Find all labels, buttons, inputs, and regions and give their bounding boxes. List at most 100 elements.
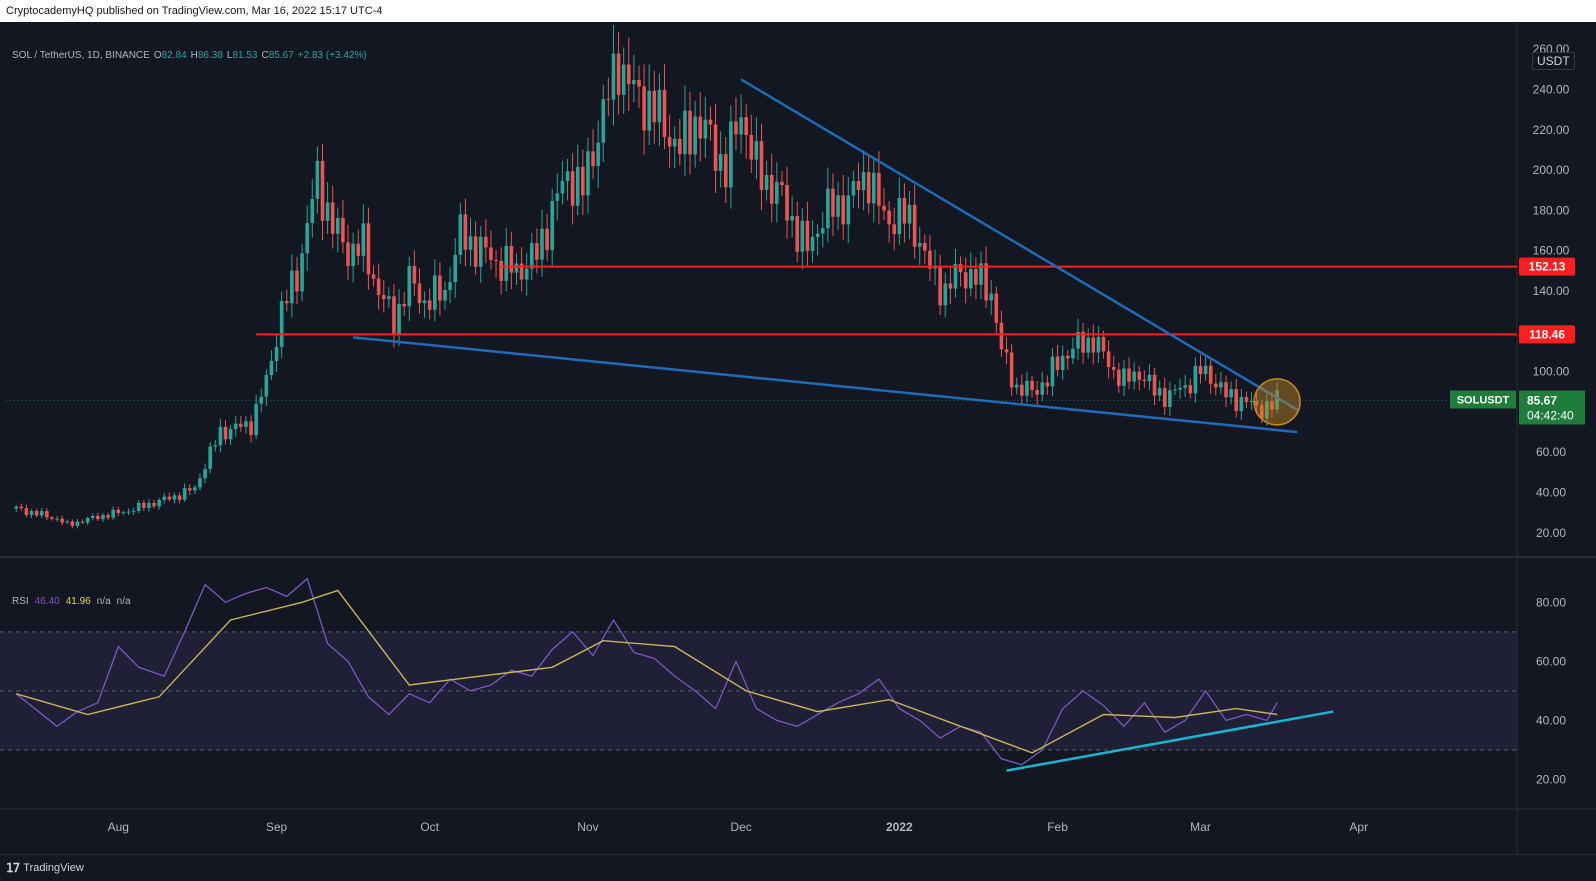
candle-body bbox=[1030, 380, 1034, 390]
candle-body bbox=[1096, 337, 1101, 353]
candle-body bbox=[749, 134, 754, 160]
candle-body bbox=[851, 181, 856, 196]
price-tick-label: 240.00 bbox=[1533, 82, 1570, 96]
candle-body bbox=[152, 502, 156, 507]
candle-body bbox=[989, 293, 994, 301]
candle-body bbox=[1219, 382, 1223, 388]
candle-body bbox=[780, 181, 784, 186]
candle-body bbox=[402, 303, 406, 307]
candle-body bbox=[887, 210, 891, 225]
candle-body bbox=[14, 506, 19, 509]
currency-button[interactable]: USDT bbox=[1532, 52, 1575, 70]
candle-body bbox=[729, 121, 733, 188]
candle-body bbox=[540, 228, 544, 260]
symbol-legend[interactable]: SOL / TetherUS, 1D, BINANCE O82.84 H86.3… bbox=[12, 50, 367, 61]
rsi-legend[interactable]: RSI 46.40 41.96 n/a n/a bbox=[12, 596, 131, 607]
candle-body bbox=[336, 217, 340, 234]
candle-body bbox=[912, 204, 917, 247]
candle-body bbox=[529, 243, 534, 269]
candle-body bbox=[836, 195, 840, 217]
candle-body bbox=[407, 266, 412, 307]
candle-body bbox=[19, 506, 24, 509]
candle-body bbox=[310, 198, 315, 224]
candle-body bbox=[213, 445, 218, 447]
candle-body bbox=[1111, 366, 1116, 370]
candle-body bbox=[831, 188, 835, 217]
candle-body bbox=[1065, 355, 1070, 359]
candle-body bbox=[535, 243, 539, 260]
time-tick-label: Feb bbox=[1047, 820, 1068, 834]
price-pane[interactable] bbox=[0, 22, 1517, 556]
candle-body bbox=[1132, 371, 1136, 382]
tradingview-logo-icon: 𝟣𝟩 bbox=[6, 861, 20, 875]
candle-body bbox=[764, 174, 769, 190]
candle-body bbox=[489, 247, 493, 260]
price-tick-label: 100.00 bbox=[1533, 365, 1570, 379]
candle-body bbox=[203, 469, 207, 479]
candle-body bbox=[1270, 401, 1274, 410]
candle-body bbox=[438, 275, 442, 301]
candle-body bbox=[856, 181, 861, 191]
candle-body bbox=[637, 80, 641, 87]
candle-body bbox=[984, 263, 988, 301]
candle-body bbox=[60, 518, 64, 523]
candle-body bbox=[29, 511, 34, 515]
candle-body bbox=[346, 242, 350, 266]
trendline bbox=[740, 78, 1299, 411]
chart-frame[interactable]: 20.0040.0060.0080.00100.00120.00140.0016… bbox=[0, 22, 1596, 854]
candle-body bbox=[1055, 356, 1060, 370]
candle-body bbox=[892, 224, 897, 235]
rsi-pane[interactable] bbox=[0, 558, 1517, 808]
tradingview-logo[interactable]: 𝟣𝟩 TradingView bbox=[6, 861, 84, 875]
candle-body bbox=[1249, 401, 1254, 403]
candle-body bbox=[381, 294, 386, 300]
low-label: L bbox=[226, 50, 233, 61]
candle-body bbox=[826, 188, 830, 229]
candle-body bbox=[550, 200, 555, 251]
candle-body bbox=[55, 518, 59, 520]
level-tag-label: 152.13 bbox=[1529, 260, 1566, 274]
candle-body bbox=[902, 197, 907, 224]
candle-body bbox=[1183, 385, 1187, 388]
price-tick-label: 220.00 bbox=[1533, 123, 1570, 137]
candle-body bbox=[1147, 374, 1152, 382]
candle-body bbox=[1091, 337, 1096, 353]
candle-body bbox=[897, 197, 902, 235]
time-tick-label: Oct bbox=[420, 820, 439, 834]
candles-group bbox=[14, 25, 1279, 529]
price-tick-label: 160.00 bbox=[1533, 244, 1570, 258]
candle-body bbox=[519, 263, 524, 280]
candle-body bbox=[596, 142, 600, 167]
candle-body bbox=[575, 166, 580, 206]
candle-body bbox=[820, 228, 825, 234]
candle-body bbox=[943, 283, 948, 306]
candle-body bbox=[1004, 349, 1009, 353]
candle-body bbox=[239, 423, 243, 427]
candle-body bbox=[366, 223, 371, 275]
chart-canvas[interactable]: 20.0040.0060.0080.00100.00120.00140.0016… bbox=[0, 22, 1596, 854]
candle-body bbox=[172, 495, 177, 500]
candle-body bbox=[34, 511, 39, 516]
candle-body bbox=[769, 174, 774, 204]
trendline bbox=[352, 336, 1298, 434]
candle-body bbox=[162, 496, 167, 500]
candle-body bbox=[979, 263, 983, 285]
candle-body bbox=[90, 515, 95, 518]
publish-header: CryptocademyHQ published on TradingView.… bbox=[0, 0, 1596, 22]
rsi-na-1: n/a bbox=[96, 596, 111, 607]
price-tick-label: 40.00 bbox=[1536, 486, 1566, 500]
candle-body bbox=[672, 138, 677, 147]
candle-body bbox=[545, 228, 549, 251]
candle-body bbox=[208, 446, 212, 470]
candle-body bbox=[647, 90, 651, 131]
candle-body bbox=[1239, 396, 1244, 411]
candle-body bbox=[1265, 401, 1269, 419]
candle-body bbox=[739, 117, 743, 135]
symbol-name: SOL / TetherUS, 1D, BINANCE bbox=[12, 50, 150, 61]
price-axis: 20.0040.0060.0080.00100.00120.00140.0016… bbox=[1533, 42, 1570, 540]
candle-body bbox=[1122, 368, 1126, 386]
time-tick-label: Apr bbox=[1349, 820, 1368, 834]
candle-body bbox=[1020, 384, 1024, 396]
candle-body bbox=[218, 426, 223, 446]
